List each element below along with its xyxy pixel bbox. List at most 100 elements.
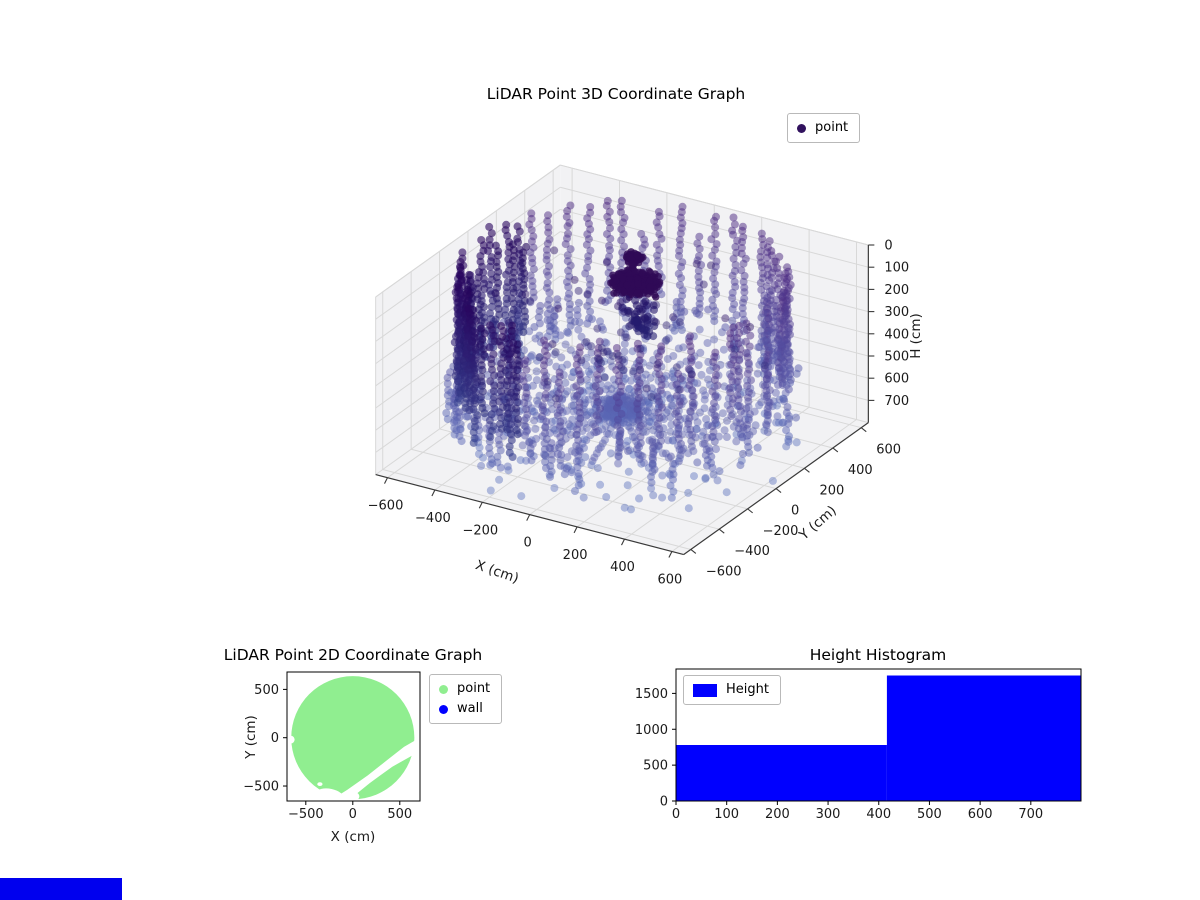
scatter-point <box>731 261 740 269</box>
scatter-point <box>564 282 573 291</box>
scatter-point <box>548 340 557 349</box>
scatter-point <box>654 441 663 450</box>
scatter-point <box>541 394 550 402</box>
scatter-point <box>464 377 473 386</box>
scatter2d-plot: −500 0 500 −500 0 500 <box>243 671 421 822</box>
scatter-point <box>627 427 636 436</box>
scatter-point <box>586 307 595 316</box>
scatter-point <box>676 451 685 460</box>
scatter-point <box>781 368 790 377</box>
scatter-point <box>519 248 528 257</box>
scatter-point <box>618 356 627 364</box>
scatter-point <box>551 335 560 344</box>
scatter-point <box>586 370 595 379</box>
y-tick <box>860 427 867 433</box>
y-tick <box>804 467 810 473</box>
scatter-point <box>620 347 629 356</box>
scatter-point <box>509 246 518 255</box>
scatter-point <box>586 431 595 440</box>
scatter-point <box>636 433 645 441</box>
x-tick-label: 600 <box>657 572 682 587</box>
scatter-point <box>700 395 709 404</box>
x-tick-label: −600 <box>368 499 404 514</box>
scatter-point <box>778 418 787 427</box>
scatter-point <box>708 405 717 414</box>
scatter-point <box>649 301 658 310</box>
scatter-point <box>599 325 608 334</box>
scatter-point <box>794 364 803 373</box>
scatter-point <box>743 369 752 378</box>
scatter-point <box>645 361 654 370</box>
scatter-point <box>607 385 616 393</box>
scatter-point <box>666 394 675 403</box>
scatter-point <box>669 487 678 496</box>
scatter-point <box>454 394 463 403</box>
scatter-point <box>676 374 685 383</box>
scatter-point <box>782 381 791 390</box>
scatter-point <box>533 356 541 365</box>
scatter-point <box>674 457 683 466</box>
scatter-point <box>465 309 474 318</box>
scatter-point <box>764 343 773 352</box>
scatter-point <box>708 295 717 304</box>
scatter-point <box>656 386 665 395</box>
grid-line <box>553 347 862 429</box>
scatter-point <box>728 305 737 314</box>
scatter-point <box>575 408 584 417</box>
scatter-point <box>604 430 613 438</box>
scatter-point <box>666 427 675 436</box>
scatter-point <box>547 455 556 464</box>
y-tick-label: 0 <box>660 795 668 810</box>
scatter-point <box>782 311 790 320</box>
scatter-point <box>469 428 478 437</box>
scatter-point <box>658 449 667 458</box>
scatter-point <box>617 236 626 245</box>
scatter-point <box>510 327 519 336</box>
scatter-point <box>556 461 565 470</box>
scatter-point <box>518 290 527 299</box>
scatter-point <box>612 344 621 352</box>
scatter-point <box>506 349 515 358</box>
y-tick-label: −400 <box>734 544 770 559</box>
scatter-point <box>547 398 555 407</box>
scatter-point <box>544 271 553 280</box>
scatter-point <box>744 397 753 406</box>
scatter-point <box>651 291 659 299</box>
scatter-point <box>648 461 657 470</box>
void-patch <box>287 735 295 744</box>
scatter-point <box>617 196 626 205</box>
scatter-point <box>692 424 701 433</box>
scatter-point <box>507 436 516 445</box>
scatter-point <box>709 358 718 366</box>
scatter-point <box>619 366 628 375</box>
y-tick-label: 500 <box>643 759 668 774</box>
scatter-point <box>587 461 596 470</box>
scatter-point <box>687 370 696 379</box>
2d-legend-label-wall: wall <box>457 701 483 716</box>
scatter-point <box>737 244 746 252</box>
scatter-point <box>508 278 517 287</box>
scatter-point <box>488 459 497 468</box>
x-tick-label: 500 <box>387 807 412 822</box>
scatter-point <box>582 436 591 445</box>
h-tick-label: 400 <box>884 327 909 342</box>
scatter-point <box>588 457 597 466</box>
scatter-point <box>563 453 572 462</box>
scatter-point <box>541 423 550 432</box>
x-tick-label: 0 <box>672 807 680 822</box>
scatter-point <box>601 385 610 394</box>
scatter-point <box>677 326 686 334</box>
scatter-point <box>768 476 777 485</box>
scatter-point <box>668 436 677 445</box>
scatter-point <box>526 297 535 306</box>
scatter-point <box>655 397 664 406</box>
scatter-point <box>508 309 517 318</box>
scatter-point <box>568 415 577 424</box>
scatter-point <box>564 420 573 429</box>
scatter-point <box>582 424 591 432</box>
scatter-point <box>487 302 496 311</box>
scatter-point <box>676 360 685 369</box>
x-tick-label: 200 <box>563 548 588 563</box>
x-tick-label: 200 <box>765 807 790 822</box>
